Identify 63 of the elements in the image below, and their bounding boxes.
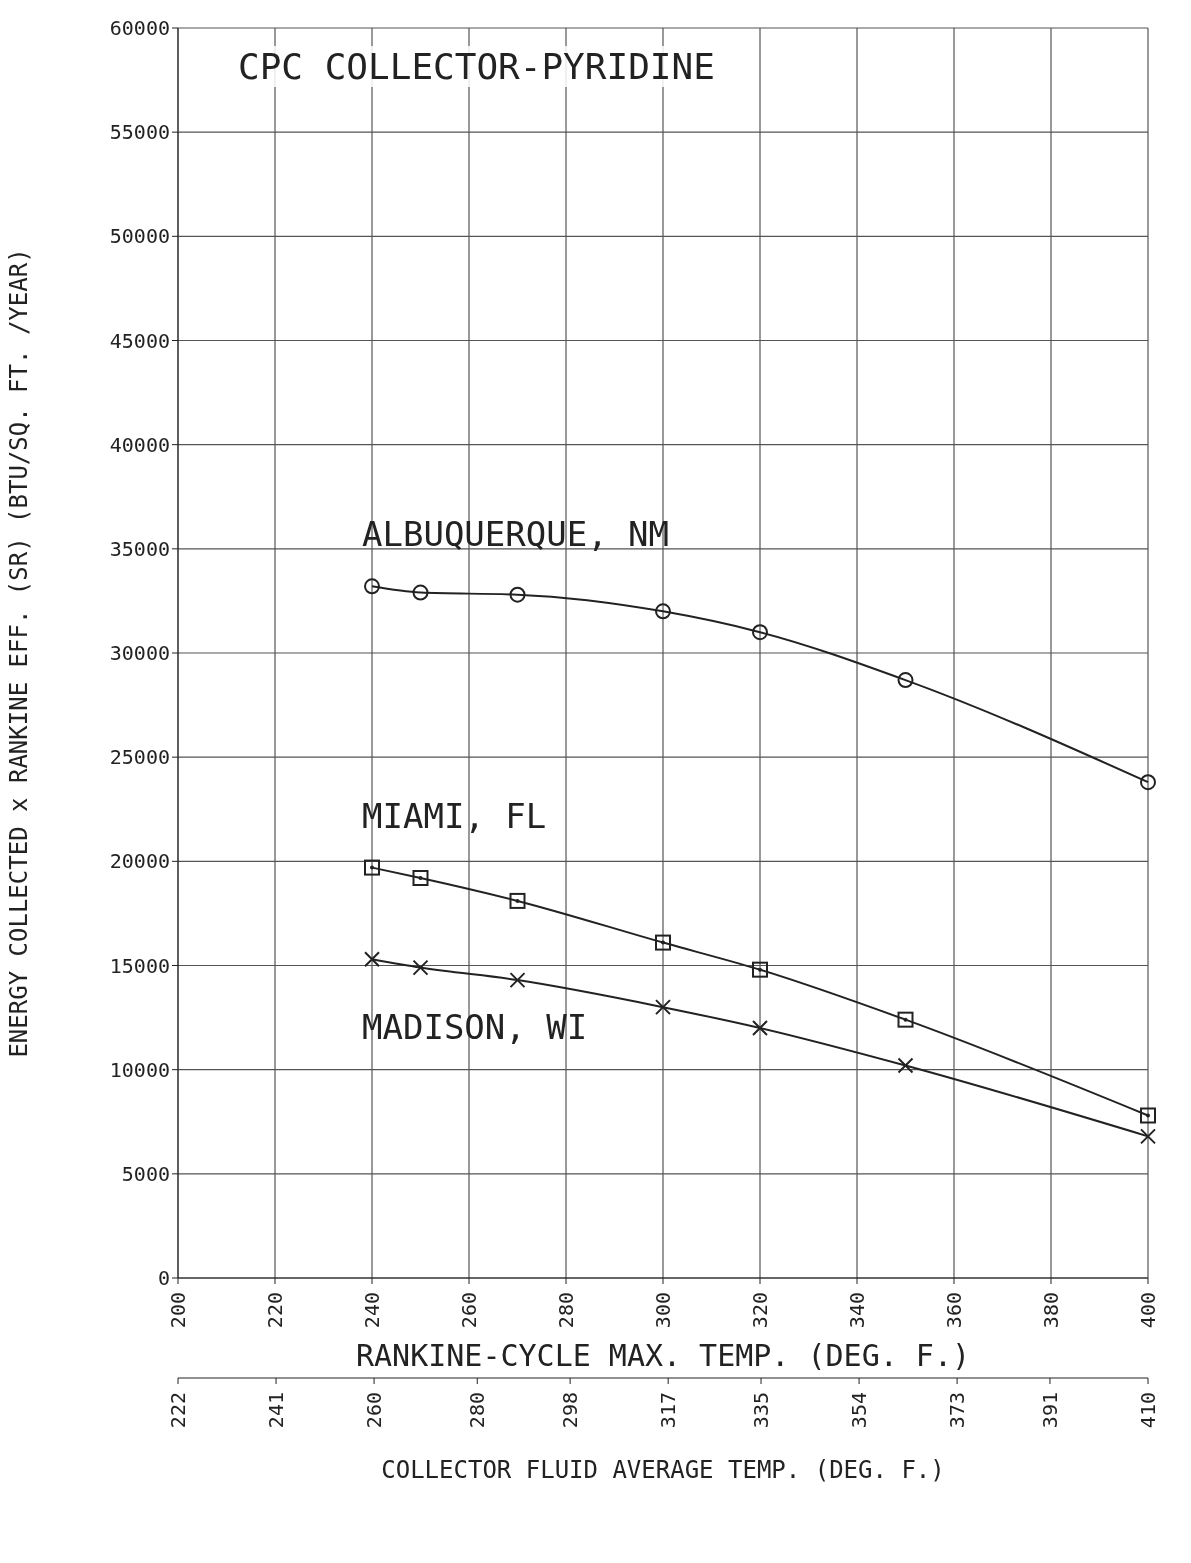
x-tick-label: 240 — [360, 1292, 384, 1329]
point — [897, 672, 914, 689]
x2-tick-label: 335 — [749, 1392, 774, 1429]
y-tick-label: 60000 — [109, 16, 170, 41]
point — [412, 959, 429, 976]
point — [655, 999, 671, 1016]
point — [1140, 1107, 1156, 1124]
point — [655, 603, 671, 620]
x-tick-label: 340 — [845, 1292, 869, 1329]
x2-tick-label: 222 — [166, 1392, 190, 1429]
series-label: ALBUQUERQUE, NM — [362, 514, 670, 555]
point — [655, 934, 671, 951]
x-tick-label: 320 — [748, 1292, 772, 1329]
point — [412, 870, 429, 886]
x-tick-label: 280 — [554, 1292, 578, 1329]
x2-tick-label: 410 — [1136, 1392, 1160, 1429]
x-axis-title: RANKINE-CYCLE MAX. TEMP. (DEG. F.) — [355, 1338, 971, 1373]
y-tick-label: 40000 — [109, 432, 170, 457]
x-tick-label: 380 — [1039, 1292, 1063, 1329]
point — [509, 892, 526, 909]
x2-tick-label: 373 — [945, 1392, 970, 1429]
y-tick-label: 5000 — [121, 1161, 170, 1186]
y-tick-label: 30000 — [109, 641, 170, 666]
point — [1140, 1128, 1156, 1145]
y-tick-label: 45000 — [109, 328, 170, 353]
x2-tick-label: 280 — [465, 1392, 490, 1429]
y-tick-label: 35000 — [109, 536, 170, 561]
y-tick-label: 20000 — [109, 849, 170, 874]
x2-tick-label: 241 — [264, 1392, 289, 1429]
point — [897, 1057, 914, 1074]
x-tick-label: 300 — [651, 1292, 675, 1329]
point — [509, 972, 526, 989]
point — [1140, 774, 1156, 791]
y-tick-label: 50000 — [109, 224, 170, 249]
series-label: MADISON, WI — [362, 1007, 588, 1048]
x-tick-label: 220 — [263, 1292, 287, 1329]
point — [897, 1011, 914, 1028]
point — [752, 1020, 768, 1036]
x2-tick-label: 354 — [847, 1392, 872, 1429]
x2-axis-title: COLLECTOR FLUID AVERAGE TEMP. (DEG. F.) — [381, 1456, 945, 1484]
x2-tick-label: 317 — [656, 1392, 681, 1429]
text: CPC COLLECTOR-PYRIDINE — [238, 46, 715, 87]
y-tick-label: 0 — [157, 1266, 170, 1291]
point — [752, 624, 768, 641]
point — [412, 584, 429, 601]
point — [509, 586, 526, 603]
y-tick-label: 10000 — [109, 1057, 170, 1082]
point — [752, 961, 768, 978]
point — [364, 951, 380, 968]
y-axis-title: ENERGY COLLECTED x RANKINE EFF. (SR) (BTU/SQ. FT. /YEAR) — [4, 248, 33, 1058]
x-tick-label: 260 — [457, 1292, 481, 1329]
x-tick-label: 200 — [166, 1292, 190, 1329]
point — [364, 859, 380, 876]
x2-tick-label: 260 — [362, 1392, 387, 1429]
x-tick-label: 400 — [1136, 1292, 1160, 1329]
x2-tick-label: 298 — [558, 1392, 583, 1429]
y-tick-label: 25000 — [109, 745, 170, 770]
series-label: MIAMI, FL — [362, 795, 547, 836]
point — [364, 578, 380, 595]
y-tick-label: 15000 — [109, 953, 170, 978]
x-tick-label: 360 — [942, 1292, 966, 1329]
y-tick-label: 55000 — [109, 120, 170, 145]
x2-tick-label: 391 — [1037, 1392, 1062, 1429]
